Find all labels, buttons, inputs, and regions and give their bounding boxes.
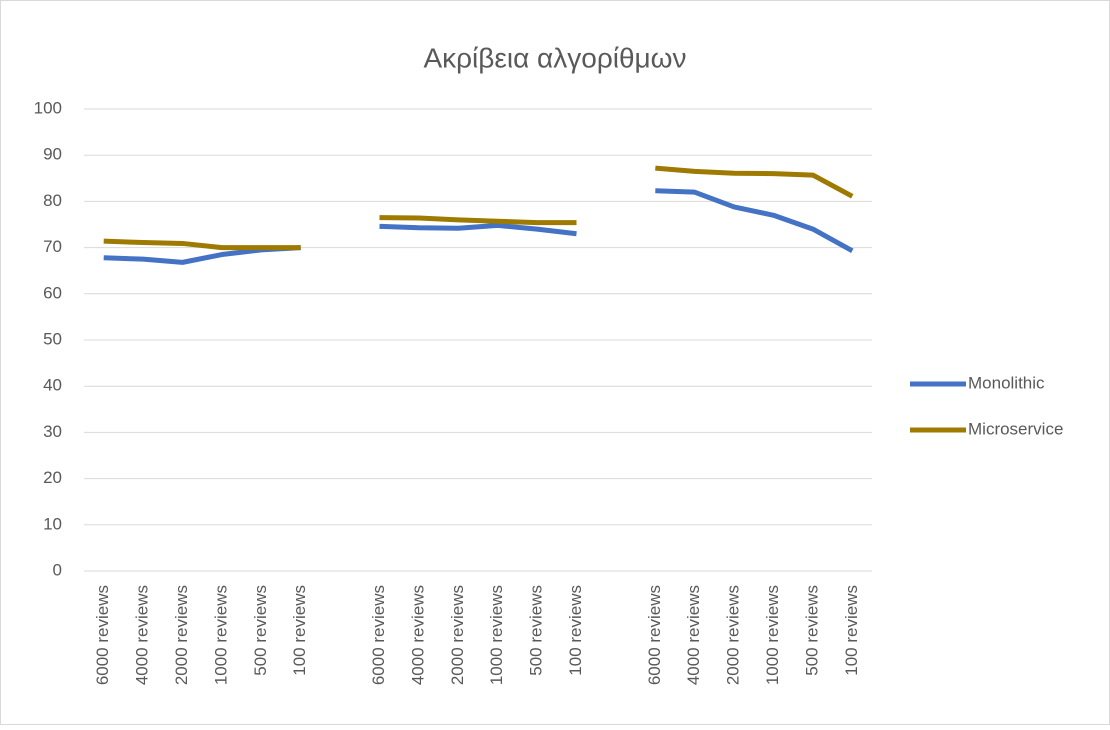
legend-label: Microservice — [968, 419, 1063, 438]
y-tick-label: 70 — [43, 237, 62, 256]
y-tick-label: 0 — [53, 560, 62, 579]
line — [103, 165, 854, 251]
chart-title: Ακρίβεια αλγορίθμων — [423, 42, 686, 73]
x-tick-label: 1000 reviews — [487, 585, 506, 685]
y-tick-label: 60 — [43, 283, 62, 302]
y-tick-label: 30 — [43, 422, 62, 441]
legend-label: Monolithic — [968, 373, 1045, 392]
x-tick-label: 6000 reviews — [93, 585, 112, 685]
x-tick-label: 100 reviews — [842, 585, 861, 676]
x-tick-label: 4000 reviews — [133, 585, 152, 685]
y-tick-label: 50 — [43, 329, 62, 348]
y-tick-label: 20 — [43, 468, 62, 487]
x-tick-label: 6000 reviews — [645, 585, 664, 685]
y-tick-label: 90 — [43, 145, 62, 164]
x-tick-label: 500 reviews — [527, 585, 546, 676]
y-tick-label: 100 — [34, 98, 62, 117]
x-tick-label: 1000 reviews — [763, 585, 782, 685]
x-tick-label: 1000 reviews — [211, 585, 230, 685]
x-tick-label: 100 reviews — [566, 585, 585, 676]
y-tick-label: 80 — [43, 191, 62, 210]
x-tick-label: 2000 reviews — [724, 585, 743, 685]
x-tick-label: 500 reviews — [251, 585, 270, 676]
x-tick-label: 500 reviews — [802, 585, 821, 676]
x-tick-label: 4000 reviews — [684, 585, 703, 685]
y-tick-label: 40 — [43, 376, 62, 395]
y-tick-label: 10 — [43, 514, 62, 533]
x-tick-label: 6000 reviews — [369, 585, 388, 685]
x-tick-label: 100 reviews — [290, 585, 309, 676]
x-tick-label: 4000 reviews — [408, 585, 427, 685]
x-tick-label: 2000 reviews — [448, 585, 467, 685]
x-tick-label: 2000 reviews — [172, 585, 191, 685]
